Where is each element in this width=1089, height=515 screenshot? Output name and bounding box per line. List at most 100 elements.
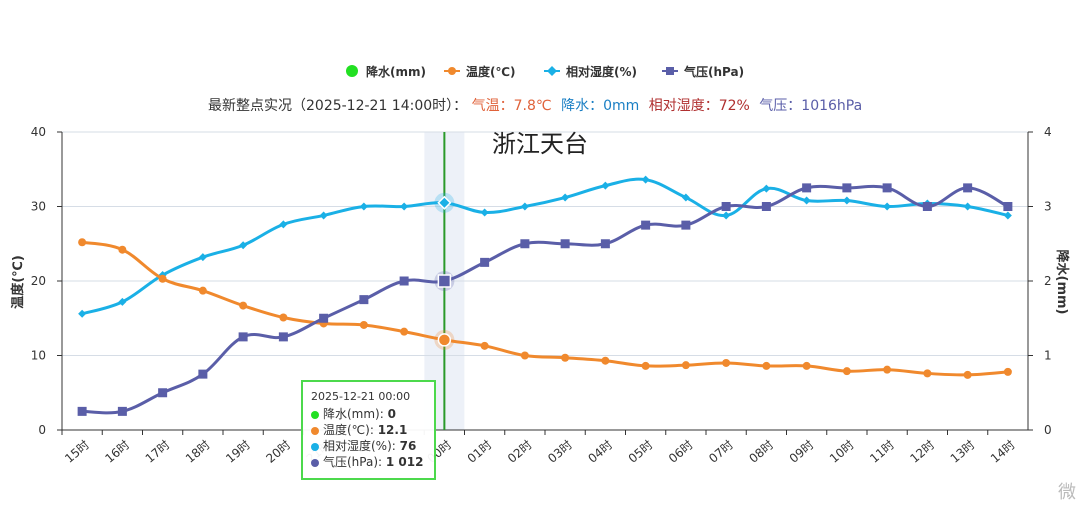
- data-point: [923, 369, 932, 378]
- data-point: [883, 365, 892, 374]
- series-line: [81, 177, 1009, 316]
- tooltip-label: 降水(mm):: [323, 407, 388, 421]
- data-point: [520, 202, 529, 211]
- data-point: [198, 253, 207, 262]
- tooltip-row: 温度(℃): 12.1: [311, 422, 426, 438]
- series-dot-icon: [311, 426, 319, 435]
- y-left-tick: 10: [31, 349, 46, 363]
- x-tick-label: 10时: [827, 438, 857, 466]
- latest-observation-line: 最新整点实况（2025-12-21 14:00时）： 气温：7.8℃ 降水：0m…: [208, 98, 862, 114]
- tooltip-label: 气压(hPa):: [323, 455, 386, 469]
- data-point: [802, 361, 811, 370]
- observation-rain: 降水：0mm: [561, 98, 639, 114]
- x-tick-label: 06时: [666, 438, 696, 466]
- x-tick-label: 12时: [907, 438, 937, 466]
- data-point: [963, 370, 972, 379]
- tooltip-title: 2025-12-21 00:00: [311, 390, 411, 403]
- data-point: [601, 356, 610, 365]
- data-point: [437, 274, 452, 288]
- data-point: [963, 202, 972, 211]
- data-point: [681, 361, 690, 370]
- observation-temp: 气温：7.8℃: [472, 98, 552, 114]
- y-right-tick: 1: [1044, 349, 1052, 363]
- legend-item-1[interactable]: 降水(mm): [346, 64, 426, 79]
- data-point: [641, 175, 650, 184]
- x-tick-label: 05时: [626, 438, 656, 466]
- data-point: [561, 193, 570, 202]
- data-point: [437, 195, 452, 210]
- data-point: [802, 196, 811, 205]
- data-point: [882, 183, 892, 193]
- watermark-text: 微: [1058, 482, 1076, 503]
- chart-title: 浙江天台: [492, 130, 588, 158]
- data-point: [78, 309, 87, 318]
- x-tick-label: 15时: [62, 438, 92, 466]
- data-point: [437, 333, 452, 347]
- x-tick-label: 02时: [505, 438, 535, 466]
- y-left-axis-title: 温度(℃): [10, 255, 26, 309]
- diamond-line-icon: [544, 66, 560, 76]
- legend-item-4[interactable]: 气压(hPa): [662, 64, 744, 79]
- y-right-tick: 2: [1044, 274, 1052, 288]
- data-point: [561, 353, 570, 362]
- x-tick-label: 08时: [746, 438, 776, 466]
- data-point: [198, 369, 208, 379]
- data-point: [761, 202, 771, 211]
- data-point: [963, 183, 973, 193]
- data-point: [922, 202, 932, 211]
- x-tick-label: 14时: [988, 438, 1018, 466]
- series-circle: [78, 238, 1012, 379]
- x-tick-label: 17时: [143, 438, 173, 466]
- data-point: [520, 351, 529, 360]
- data-point: [359, 202, 368, 211]
- y-left-tick: 20: [31, 274, 46, 288]
- series-dot-icon: [311, 458, 319, 467]
- data-point: [842, 183, 852, 193]
- data-point: [400, 202, 409, 211]
- y-right-tick: 0: [1044, 423, 1052, 437]
- data-point: [118, 297, 127, 306]
- data-point: [641, 361, 650, 370]
- data-point: [359, 320, 368, 329]
- series-square: [77, 183, 1013, 416]
- data-point: [560, 239, 570, 249]
- data-point: [238, 332, 248, 342]
- data-point: [359, 295, 369, 305]
- y-left-tick: 0: [38, 423, 46, 437]
- x-tick-label: 04时: [585, 438, 615, 466]
- data-point: [641, 220, 651, 230]
- data-point: [762, 184, 771, 193]
- data-point: [722, 358, 731, 367]
- data-point: [279, 220, 288, 229]
- x-tick-label: 11时: [867, 438, 897, 466]
- data-point: [480, 257, 490, 267]
- legend-label: 气压(hPa): [683, 64, 744, 79]
- observation-prefix: 最新整点实况（2025-12-21 14:00时）：: [208, 98, 467, 114]
- series-dot-icon: [311, 442, 319, 451]
- y-left-tick: 30: [31, 200, 46, 214]
- data-point: [279, 313, 288, 322]
- data-point: [319, 211, 328, 220]
- data-point: [198, 286, 207, 295]
- x-tick-label: 07时: [706, 438, 736, 466]
- x-tick-label: 19时: [223, 438, 253, 466]
- legend-item-2[interactable]: 温度(℃): [444, 64, 516, 79]
- data-point: [158, 388, 168, 398]
- tooltip-value: 76: [399, 439, 417, 453]
- tooltip: 2025-12-21 00:00 降水(mm): 0 温度(℃): 12.1 相对湿…: [301, 380, 436, 480]
- tooltip-value: 12.1: [377, 423, 408, 437]
- series-diamond: [78, 175, 1012, 318]
- data-point: [319, 313, 329, 323]
- data-point: [1003, 367, 1012, 376]
- data-point: [239, 241, 248, 250]
- data-point: [239, 301, 248, 310]
- data-point: [77, 406, 87, 416]
- watermark: 微: [760, 468, 1082, 508]
- data-point: [480, 341, 489, 350]
- tooltip-value: 0: [387, 407, 396, 421]
- y-right-tick: 3: [1044, 200, 1052, 214]
- legend-item-3[interactable]: 相对湿度(%): [544, 64, 637, 79]
- series-dot-icon: [311, 410, 319, 419]
- data-point: [480, 208, 489, 217]
- y-right-axis-title: 降水(mm): [1054, 250, 1070, 315]
